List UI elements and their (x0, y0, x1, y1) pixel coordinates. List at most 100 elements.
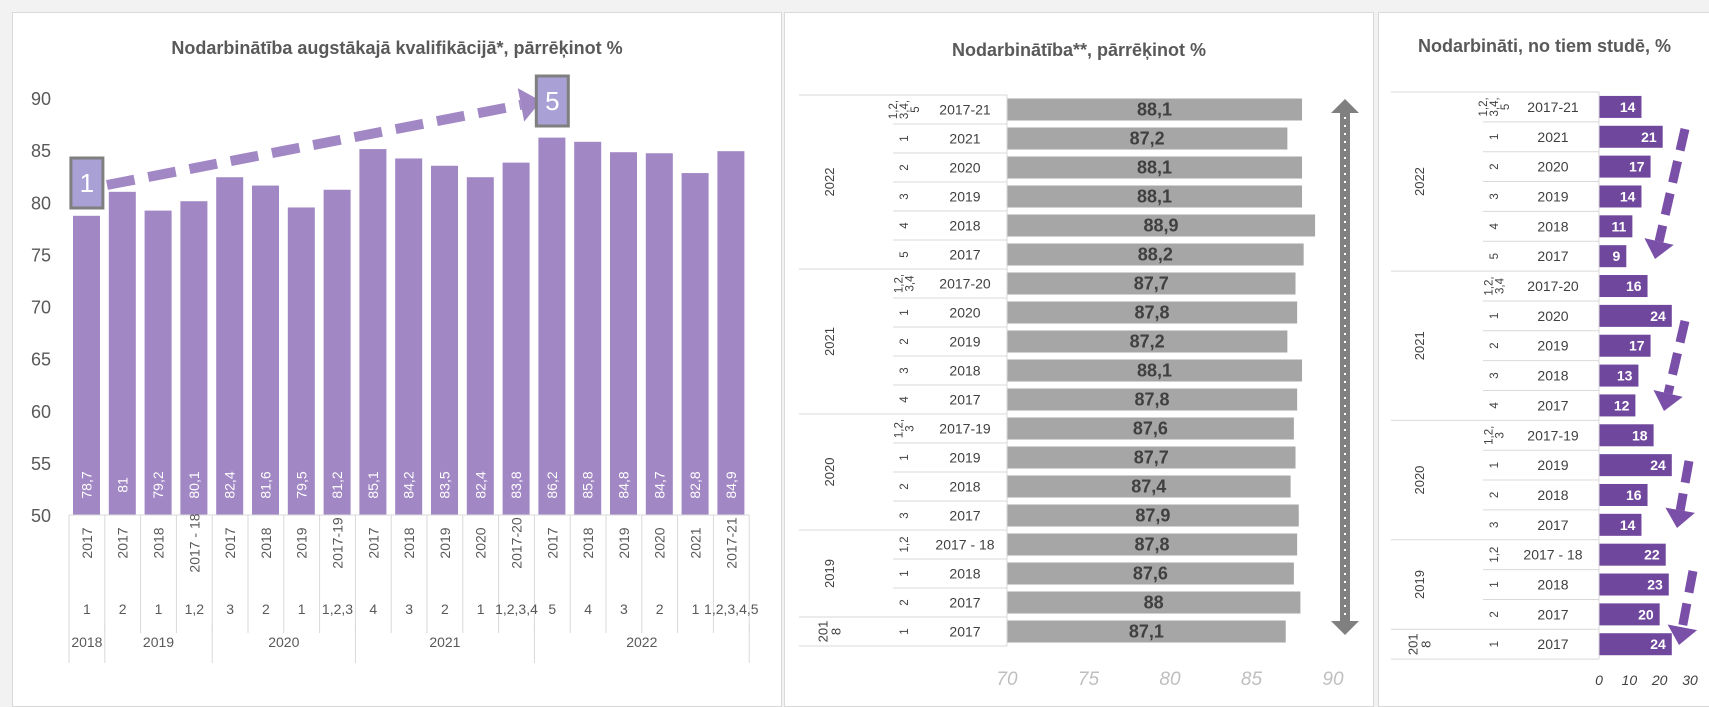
trend-arrow-head (1644, 238, 1674, 259)
bar (252, 185, 279, 515)
group-label: 2021 (822, 327, 837, 356)
course-label-part: 2 (1489, 343, 1501, 349)
x-tick-label: 80 (1159, 669, 1181, 690)
group-label: 2019 (1412, 570, 1427, 599)
data-label: 82,8 (687, 471, 703, 498)
data-label: 14 (1620, 188, 1636, 204)
course-label-part: 1 (1489, 641, 1501, 647)
bar (287, 207, 315, 515)
trend-arrow-line (106, 99, 522, 190)
bar (180, 201, 208, 515)
data-label: 84,8 (616, 471, 632, 498)
bar (1007, 475, 1291, 498)
x-tick-label: 20 (1651, 672, 1668, 688)
course-label-part: 3 (1489, 372, 1501, 378)
data-label: 84,7 (651, 471, 667, 498)
x-tick-label: 2018 (401, 527, 417, 558)
course-label-part: 3,4 (1495, 277, 1507, 294)
group-label-part: 2020 (822, 458, 837, 487)
year-label: 2017-19 (939, 421, 991, 437)
annotation-box (534, 74, 570, 128)
data-label: 84,2 (401, 471, 417, 498)
course-label: 3 (1489, 193, 1501, 199)
course-label: 1 (899, 309, 911, 315)
group-label: 2018 (71, 634, 102, 650)
bar (1007, 504, 1299, 527)
y-tick-label: 55 (31, 454, 51, 474)
bar (1007, 417, 1294, 440)
course-label-part: 5 (899, 251, 911, 257)
data-label: 9 (1613, 248, 1621, 264)
x-tick-label: 2018 (258, 527, 274, 558)
x-sub-label: 1,2,3,4,5 (704, 601, 759, 617)
bar (538, 137, 566, 515)
year-label: 2019 (949, 450, 980, 466)
course-label: 1 (899, 135, 911, 141)
y-tick-label: 50 (31, 506, 51, 526)
year-label: 2017 - 18 (935, 537, 994, 553)
course-label-part: 2 (1489, 611, 1501, 617)
data-label: 83,5 (437, 471, 453, 498)
course-label-part: 1,2, (1484, 276, 1496, 295)
course-label-part: 5 (1489, 253, 1501, 259)
group-label: 2019 (822, 559, 837, 588)
group-label-part: 201 (815, 621, 830, 643)
bar (1007, 127, 1288, 150)
group-label-part: 2020 (1412, 466, 1427, 495)
bar (1007, 533, 1298, 556)
course-label: 1 (899, 570, 911, 576)
course-label-part: 3 (1495, 432, 1507, 438)
annotation-box (69, 156, 105, 210)
x-tick-label: 2017 (365, 527, 381, 558)
course-label-part: 3 (905, 425, 917, 431)
bar (1599, 364, 1639, 387)
course-label-part: 5 (1500, 104, 1512, 110)
x-sub-label: 3 (620, 601, 628, 617)
data-label: 18 (1632, 427, 1648, 443)
data-label: 81,2 (329, 471, 345, 498)
course-label: 3 (899, 367, 911, 373)
year-label: 2017-20 (939, 276, 991, 292)
course-label: 2 (899, 483, 911, 489)
data-label: 88,9 (1144, 216, 1179, 236)
x-sub-label: 1 (155, 601, 163, 617)
group-label: 2022 (1412, 167, 1427, 196)
year-label: 2017 (949, 247, 980, 263)
data-label: 20 (1638, 606, 1654, 622)
range-arrow-down-head (1331, 621, 1359, 635)
group-label: 2020 (268, 634, 299, 650)
data-label: 88,1 (1137, 187, 1172, 207)
x-tick-label: 2017-21 (723, 517, 739, 569)
year-label: 2019 (1537, 338, 1568, 354)
course-label-part: 1,2, (894, 419, 906, 438)
bar (1599, 155, 1651, 178)
x-sub-label: 3 (405, 601, 413, 617)
data-label: 81,6 (258, 471, 274, 498)
group-label: 2021 (429, 634, 460, 650)
group-label-part: 8 (1418, 641, 1433, 648)
bar (1599, 185, 1642, 208)
bar (1599, 573, 1669, 596)
course-label: 2 (899, 164, 911, 170)
data-label: 83,8 (508, 471, 524, 498)
course-label-part: 2 (899, 483, 911, 489)
course-label: 1,2,3,4 (894, 274, 917, 293)
course-label-part: 1 (1489, 313, 1501, 319)
data-label: 87,1 (1129, 622, 1164, 642)
x-tick-label: 2017-19 (330, 517, 346, 569)
bar (1007, 98, 1303, 121)
data-label: 78,7 (79, 471, 95, 498)
bar (144, 210, 172, 515)
course-label: 4 (1489, 402, 1501, 409)
x-tick-label: 2017 (544, 527, 560, 558)
group-label-part: 8 (828, 628, 843, 635)
course-label: 4 (899, 396, 911, 403)
data-label: 88,2 (1138, 245, 1173, 265)
data-label: 88 (1144, 593, 1164, 613)
bar (610, 152, 637, 515)
course-label-part: 3,4, (1489, 97, 1501, 116)
course-label-part: 1,2, (1478, 97, 1490, 116)
bar (681, 173, 709, 515)
course-label-part: 1 (1489, 581, 1501, 587)
